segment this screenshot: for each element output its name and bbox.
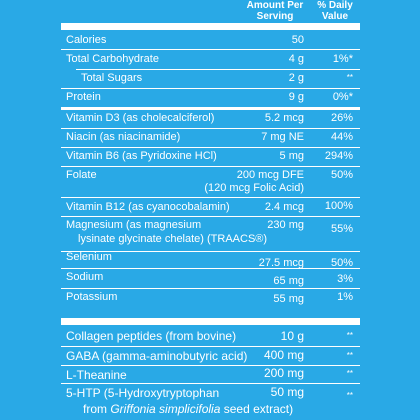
ingredient-label: GABA (gamma-aminobutyric acid) (66, 349, 248, 363)
nutrient-daily-value: 1% (337, 291, 353, 303)
nutrient-daily-value: 100% (324, 200, 353, 212)
nutrient-daily-value: 294% (324, 150, 353, 162)
table-header: Amount Per Serving % Daily Value (0, 0, 420, 24)
ingredient-amount: 400 mg (263, 348, 304, 362)
ingredient-amount: 10 g (280, 329, 304, 343)
nutrient-row-vitamin-d3: Vitamin D3 (as cholecalciferol) 5.2 mcg … (61, 111, 360, 127)
nutrient-row-magnesium: Magnesium (as magnesium lysinate glycina… (61, 218, 360, 252)
section-thick-rule (61, 318, 360, 325)
row-separator (76, 69, 360, 70)
nutrient-daily-value: 50% (330, 257, 353, 269)
row-separator (61, 216, 360, 217)
ingredient-detail-botanical-name: Griffonia simplicifolia (110, 402, 221, 416)
ingredient-row-gaba: GABA (gamma-aminobutyric acid) 400 mg ** (61, 348, 360, 365)
nutrient-amount: 2 g (288, 72, 304, 84)
nutrient-amount: 50 (291, 34, 304, 46)
nutrient-daily-value: 0%* (332, 91, 353, 103)
nutrient-amount: 27.5 mcg (258, 257, 304, 269)
ingredient-daily-value: ** (346, 331, 353, 340)
nutrient-row-folate: Folate 200 mcg DFE (120 mcg Folic Acid) … (61, 168, 360, 198)
ingredient-detail-prefix: from (83, 402, 111, 416)
ingredient-label: 5-HTP (5-Hydroxytryptophan (66, 386, 220, 400)
row-separator (61, 288, 360, 289)
row-separator (61, 365, 360, 366)
nutrient-label: Vitamin B12 (as cyanocobalamin) (66, 201, 230, 213)
amount-header-line2: Serving (256, 11, 294, 22)
ingredient-daily-value: ** (346, 391, 353, 400)
nutrient-daily-value: 3% (337, 273, 353, 285)
nutrient-daily-value: 55% (330, 223, 353, 235)
row-separator (61, 147, 360, 148)
row-separator (61, 197, 360, 198)
ingredient-row-l-theanine: L-Theanine 200 mg ** (61, 366, 360, 383)
nutrient-amount: 5.2 mcg (264, 112, 304, 124)
nutrient-daily-value: ** (346, 73, 353, 82)
row-separator (61, 49, 360, 50)
nutrient-row-total-carbohydrate: Total Carbohydrate 4 g 1%* (61, 52, 360, 68)
nutrient-amount: 230 mg (267, 219, 304, 231)
row-separator (61, 268, 360, 269)
nutrient-amount: 200 mcg DFE (236, 169, 304, 181)
dv-header-line1: % Daily (317, 0, 353, 11)
nutrient-row-potassium: Potassium 55 mg 1% (61, 290, 360, 308)
ingredient-label: L-Theanine (66, 368, 127, 382)
ingredient-row-collagen: Collagen peptides (from bovine) 10 g ** (61, 328, 360, 345)
daily-value-header: % Daily Value (310, 0, 360, 22)
ingredient-amount: 200 mg (263, 366, 304, 380)
nutrient-label: Selenium (66, 251, 112, 263)
ingredient-daily-value: ** (346, 351, 353, 360)
nutrient-label: Protein (66, 91, 101, 103)
header-thick-rule (61, 23, 360, 30)
dv-header-line2: Value (321, 11, 349, 22)
nutrient-row-calories: Calories 50 (61, 33, 360, 49)
nutrient-amount-detail: (120 mcg Folic Acid) (204, 182, 304, 194)
nutrient-label: Total Carbohydrate (66, 53, 159, 65)
ingredient-amount: 50 mg (270, 385, 304, 399)
nutrient-label: Niacin (as niacinamide) (66, 131, 181, 143)
nutrient-row-protein: Protein 9 g 0%* (61, 90, 360, 106)
row-separator (61, 251, 360, 252)
nutrient-daily-value: 50% (330, 169, 353, 181)
ingredient-label: Collagen peptides (from bovine) (66, 329, 237, 343)
section-rule (61, 107, 360, 110)
nutrient-label: Calories (66, 34, 107, 46)
nutrient-row-total-sugars: Total Sugars 2 g ** (61, 71, 360, 87)
row-separator (61, 128, 360, 129)
nutrient-daily-value: 26% (330, 112, 353, 124)
nutrient-label: Folate (66, 169, 97, 181)
nutrient-label-detail: lysinate glycinate chelate) (TRAACS®) (78, 233, 268, 245)
row-separator (61, 166, 360, 167)
nutrient-label: Potassium (66, 291, 118, 303)
nutrient-daily-value: 1%* (332, 53, 353, 65)
amount-header-line1: Amount Per (246, 0, 304, 11)
row-separator (61, 88, 360, 89)
nutrient-label: Magnesium (as magnesium (66, 219, 202, 231)
nutrient-label: Total Sugars (81, 72, 143, 84)
nutrient-row-vitamin-b6: Vitamin B6 (as Pyridoxine HCl) 5 mg 294% (61, 149, 360, 165)
nutrient-amount: 5 mg (279, 150, 304, 162)
nutrient-amount: 2.4 mcg (264, 201, 304, 213)
nutrient-amount: 4 g (288, 53, 304, 65)
nutrient-daily-value: 44% (330, 131, 353, 143)
ingredient-detail-suffix: seed extract) (220, 402, 294, 416)
row-separator (61, 383, 360, 384)
nutrient-row-vitamin-b12: Vitamin B12 (as cyanocobalamin) 2.4 mcg … (61, 200, 360, 216)
nutrient-amount: 55 mg (273, 293, 304, 305)
nutrient-row-sodium: Sodium 65 mg 3% (61, 270, 360, 288)
ingredient-daily-value: ** (346, 369, 353, 378)
ingredient-row-5-htp: 5-HTP (5-Hydroxytryptophan from Griffoni… (61, 385, 360, 420)
row-separator (61, 346, 360, 347)
nutrient-label: Vitamin D3 (as cholecalciferol) (66, 112, 215, 124)
nutrient-amount: 65 mg (273, 275, 304, 287)
nutrient-row-selenium: Selenium 27.5 mcg 50% (61, 251, 360, 269)
nutrient-row-niacin: Niacin (as niacinamide) 7 mg NE 44% (61, 130, 360, 146)
ingredient-label-detail: from Griffonia simplicifolia seed extrac… (83, 402, 293, 416)
amount-per-serving-header: Amount Per Serving (240, 0, 310, 22)
nutrient-label: Sodium (66, 271, 104, 283)
nutrient-label: Vitamin B6 (as Pyridoxine HCl) (66, 150, 217, 162)
nutrient-amount: 9 g (288, 91, 304, 103)
nutrient-amount: 7 mg NE (261, 131, 304, 143)
